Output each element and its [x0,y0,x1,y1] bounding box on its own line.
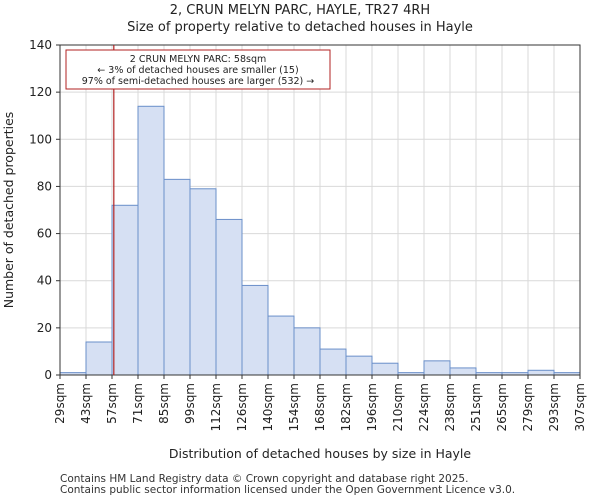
x-tick-label: 154sqm [287,383,301,431]
x-tick-label: 293sqm [547,383,561,431]
chart-subtitle: Size of property relative to detached ho… [127,20,473,35]
x-tick-label: 112sqm [209,383,223,431]
x-tick-label: 279sqm [521,383,535,431]
y-tick-label: 60 [37,227,52,241]
chart-title: 2, CRUN MELYN PARC, HAYLE, TR27 4RH [169,3,431,18]
histogram-bar [137,105,165,376]
y-axis-label: Number of detached properties [1,112,16,309]
histogram-bar [527,369,555,376]
y-tick-label: 40 [37,274,52,288]
histogram-bar [319,348,347,376]
histogram-bar [449,367,477,376]
annotation-line: ← 3% of detached houses are smaller (15) [97,65,298,76]
y-tick-label: 100 [29,132,52,146]
histogram-bar [293,327,321,376]
y-tick-label: 120 [29,85,52,99]
x-tick-label: 43sqm [79,383,93,424]
histogram-bar [85,341,113,376]
x-tick-label: 210sqm [391,383,405,431]
x-tick-label: 57sqm [105,383,119,424]
x-tick-label: 168sqm [313,383,327,431]
y-tick-label: 140 [29,38,52,52]
histogram-bar [267,315,295,376]
x-tick-label: 99sqm [183,383,197,424]
footer-line-2: Contains public sector information licen… [60,484,516,496]
x-tick-label: 140sqm [261,383,275,431]
y-tick-label: 20 [37,321,52,335]
footer-line-1: Contains HM Land Registry data © Crown c… [60,473,469,485]
x-tick-label: 126sqm [235,383,249,431]
y-tick-label: 0 [44,368,52,382]
histogram-bar [423,360,451,376]
histogram-bar [163,178,191,376]
histogram-bar [371,362,399,376]
x-tick-label: 71sqm [131,383,145,424]
y-tick-label: 80 [37,179,52,193]
x-tick-label: 29sqm [53,383,67,424]
x-tick-label: 224sqm [417,383,431,431]
x-tick-label: 182sqm [339,383,353,431]
annotation-box [65,49,331,90]
x-tick-label: 85sqm [157,383,171,424]
histogram-bar [111,204,139,376]
x-tick-label: 196sqm [365,383,379,431]
histogram-bar [215,218,243,376]
x-tick-label: 238sqm [443,383,457,431]
x-tick-label: 265sqm [495,383,509,431]
histogram-bar [241,284,269,376]
histogram-bar [189,188,217,376]
x-axis-label: Distribution of detached houses by size … [169,446,471,461]
x-tick-label: 251sqm [469,383,483,431]
annotation-line: 2 CRUN MELYN PARC: 58sqm [130,54,266,65]
x-tick-label: 307sqm [573,383,587,431]
histogram-bar [345,355,373,376]
annotation-line: 97% of semi-detached houses are larger (… [82,76,315,87]
